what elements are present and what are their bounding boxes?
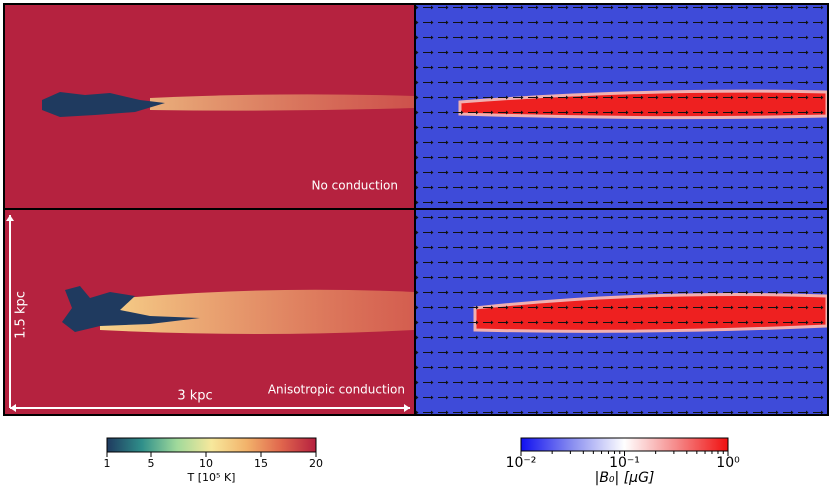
field-arrows bbox=[416, 210, 827, 414]
scale-label: 3 kpc bbox=[177, 389, 212, 404]
jet-tail bbox=[150, 94, 414, 111]
tick-label: 10⁰ bbox=[716, 455, 740, 471]
panel-label: No conduction bbox=[312, 179, 398, 193]
axis-label: |B₀| [μG] bbox=[595, 470, 655, 486]
cloud bbox=[62, 286, 200, 332]
tick-label: 10⁻² bbox=[506, 455, 537, 471]
tick-label: 20 bbox=[309, 457, 323, 470]
tick-label: 10 bbox=[199, 457, 213, 470]
axis-label: T [10⁵ K] bbox=[187, 471, 236, 484]
field-arrows bbox=[416, 5, 827, 208]
colorbar bbox=[520, 437, 729, 452]
tick-label: 10⁻¹ bbox=[609, 455, 640, 471]
tick-label: 5 bbox=[148, 457, 155, 470]
panel-label: Anisotropic conduction bbox=[268, 383, 405, 397]
scale-label: 1.5 kpc bbox=[14, 291, 29, 339]
colorbar bbox=[106, 437, 317, 453]
tick-label: 1 bbox=[104, 457, 111, 470]
jet-tail bbox=[100, 289, 414, 334]
cloud bbox=[42, 92, 165, 117]
scale-arrow bbox=[6, 215, 14, 221]
tick-label: 15 bbox=[254, 457, 268, 470]
